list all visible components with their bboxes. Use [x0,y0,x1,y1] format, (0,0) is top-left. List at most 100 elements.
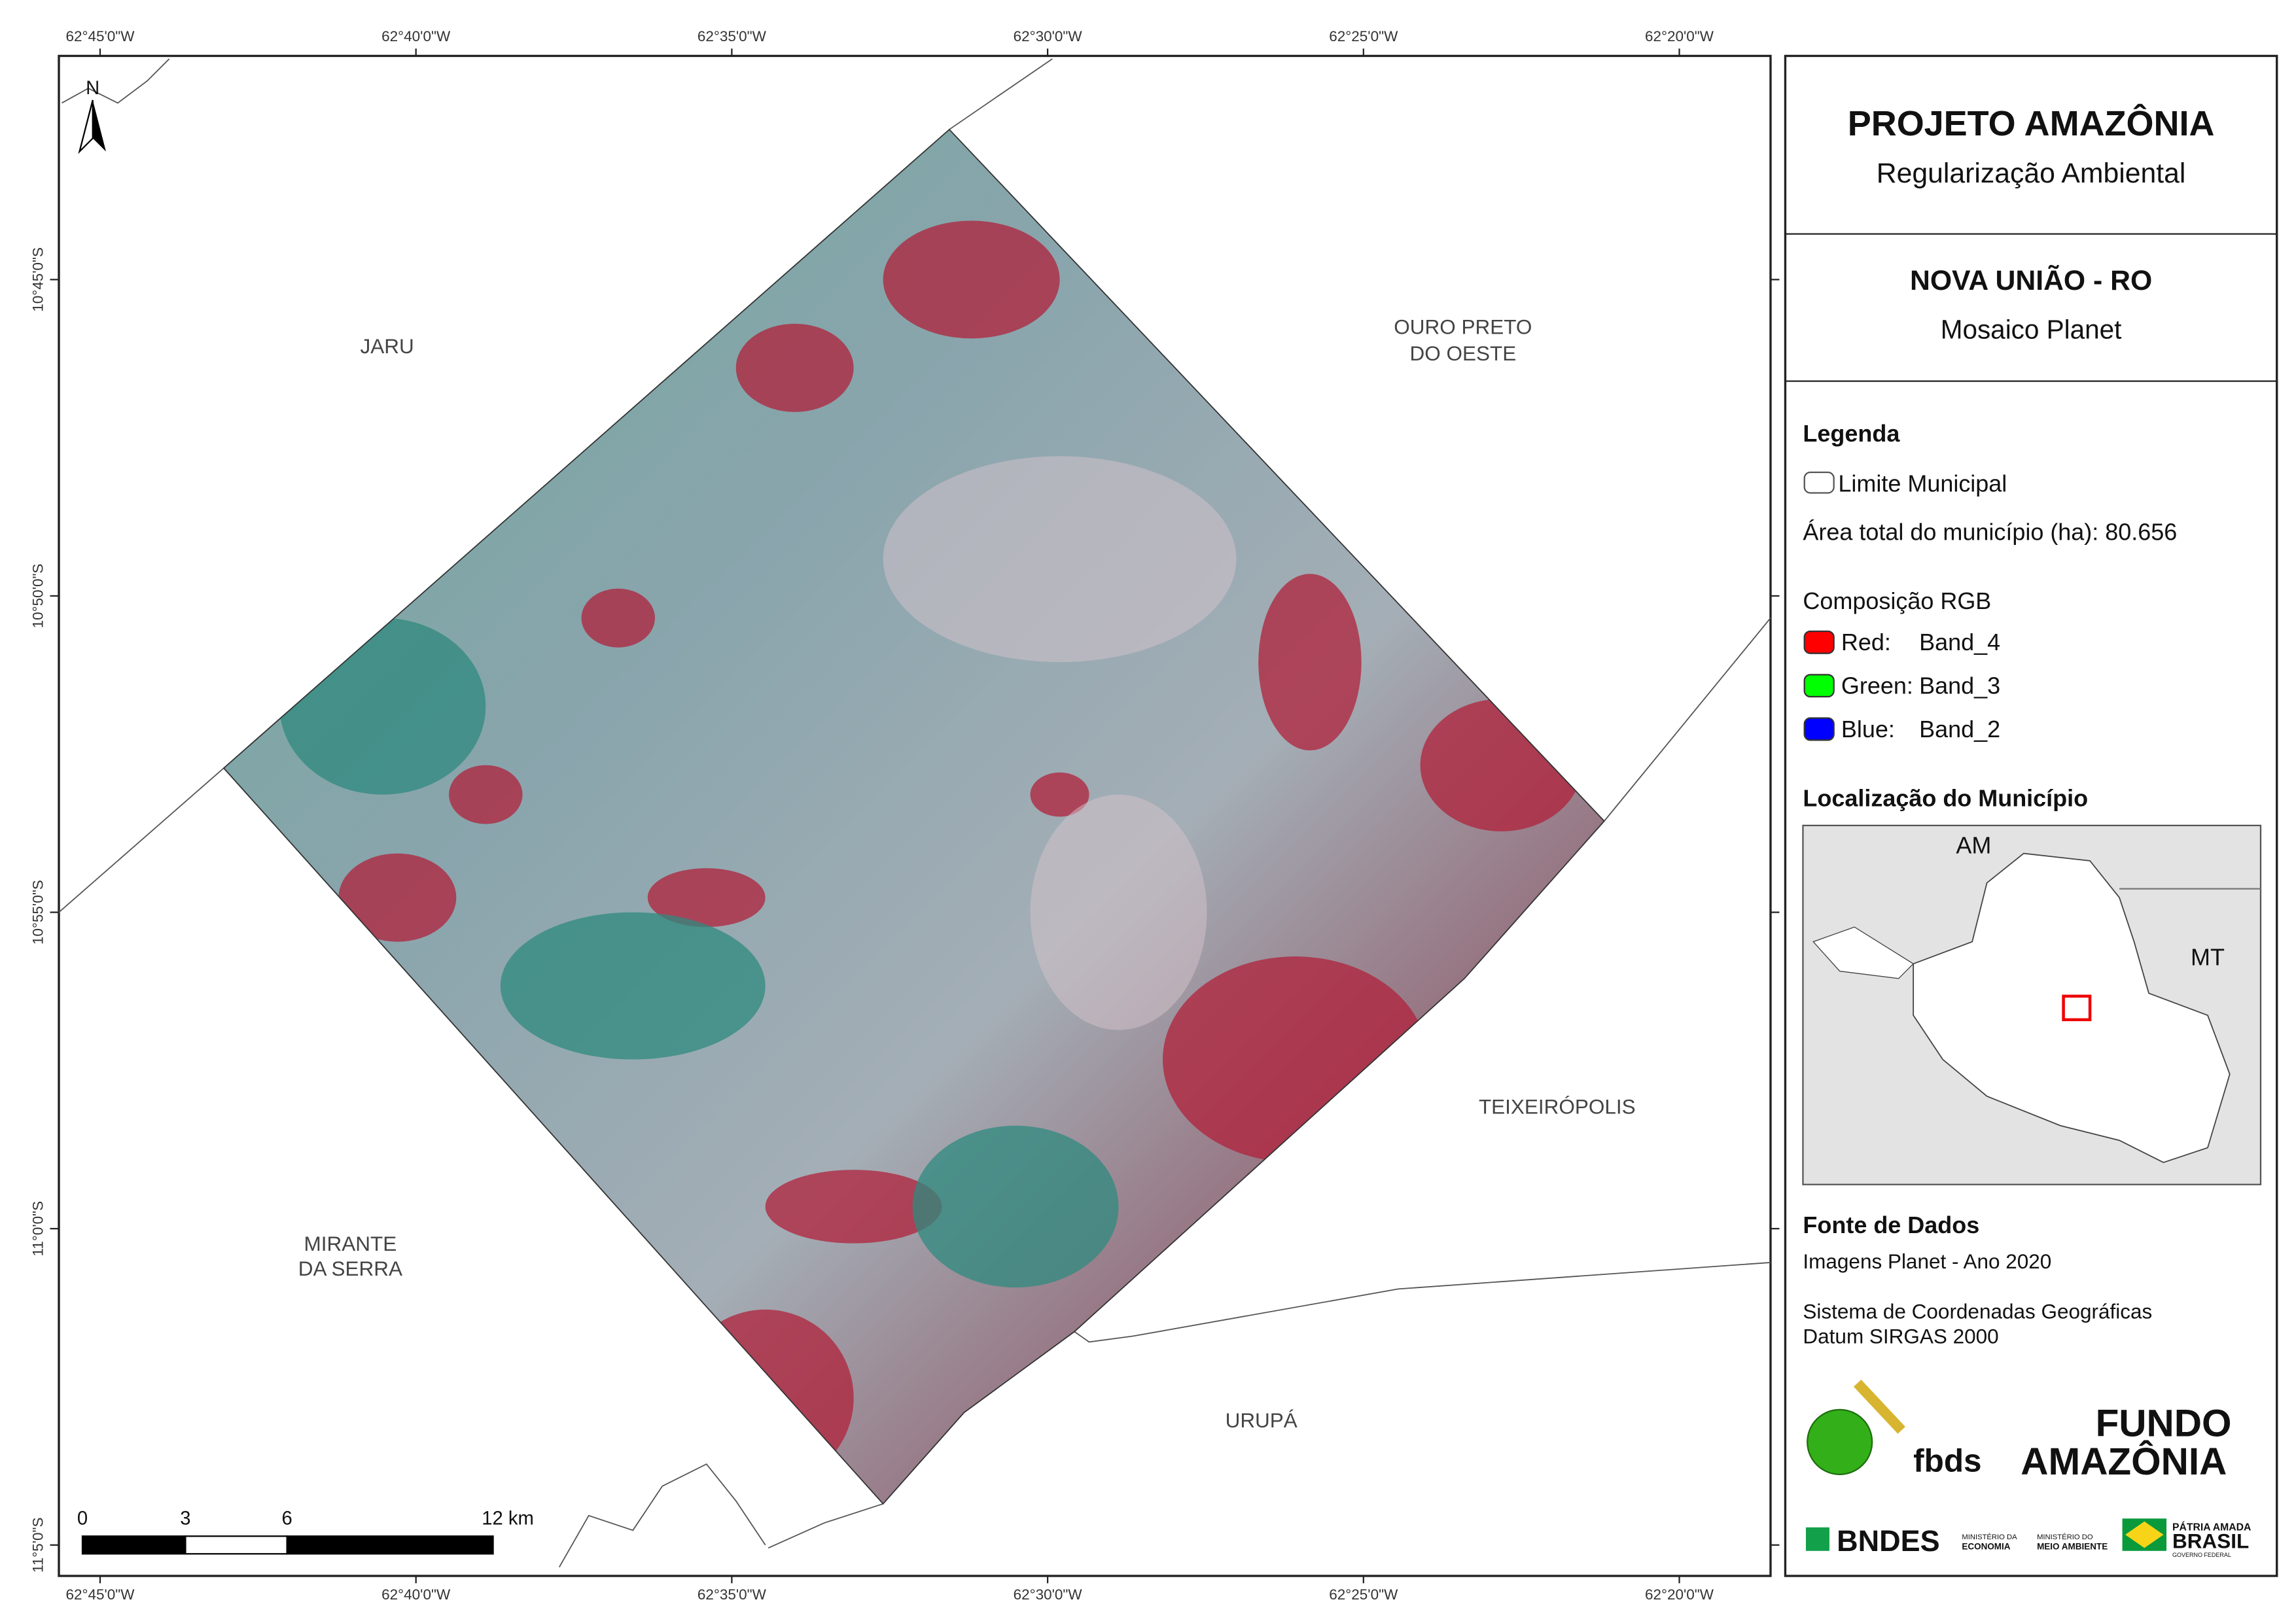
band-channel: Green: [1841,672,1913,699]
logo-text: MINISTÉRIO DO [2037,1533,2093,1541]
logo-text: ECONOMIA [1962,1542,2010,1552]
band-channel: Blue: [1841,716,1895,742]
shape [912,1125,1119,1288]
boundary [768,1503,883,1549]
side-panel [1784,54,2278,1577]
boundary [62,58,170,104]
scale-bar: 0 3 6 12 km [77,1508,534,1555]
coord-label: 10°45'0"S [29,247,46,312]
subtitle: Regularização Ambiental [1877,158,2186,189]
sources-text: Imagens Planet - Ano 2020 [1803,1249,2051,1273]
logos: fbds FUNDO AMAZÔNIA BNDES MINISTÉRIO DA … [1805,1379,2251,1558]
municipality-locator [2062,994,2092,1022]
sources-heading: Fonte de Dados [1803,1212,1979,1238]
place-label: DO OESTE [1410,341,1517,365]
north-label: N [86,78,99,99]
coord-label: 62°40'0"W [381,28,451,44]
scale-label: 3 [180,1508,190,1529]
band-name: Band_2 [1919,716,2000,742]
shape [765,1170,942,1244]
state-label: AM [1956,832,1991,859]
boundary-swatch [1803,471,1835,494]
place-label: OURO PRETO [1394,315,1532,339]
coord-label: 10°50'0"S [29,564,46,629]
location-inset: AM MT [1802,824,2262,1185]
shape [1030,772,1089,817]
sources-text: Datum SIRGAS 2000 [1803,1325,1998,1348]
band-swatch [1803,717,1835,741]
coordinate-ticks: 62°45'0"W 62°40'0"W 62°35'0"W 62°30'0"W 62°2… [29,28,1780,1603]
band-name: Band_4 [1919,629,2000,655]
coord-label: 62°30'0"W [1014,28,1083,44]
logo-text: MEIO AMBIENTE [2037,1542,2108,1552]
boundary [1074,1262,1771,1343]
image-base [223,129,1604,1504]
coord-label: 62°45'0"W [65,28,135,44]
place-label: TEIXEIRÓPOLIS [1479,1095,1636,1119]
area-label: Área total do município (ha): 80.656 [1803,519,2177,546]
shape [338,853,457,942]
logo-text: fbds [1913,1442,1981,1478]
title: PROJETO AMAZÔNIA [1848,103,2215,143]
logo-text: GOVERNO FEDERAL [2172,1552,2231,1558]
bndes-mark [1805,1527,1829,1551]
coord-label: 62°35'0"W [698,1586,767,1603]
image-texture [883,456,1237,1030]
coord-label: 10°55'0"S [29,880,46,945]
boundary [949,58,1053,130]
mosaic: Mosaico Planet [1941,314,2122,344]
state-shape [1913,852,2231,1163]
state-label: MT [2191,944,2225,971]
coord-label: 62°20'0"W [1645,1586,1714,1603]
shape [883,220,1060,339]
shape [735,323,854,412]
logo-text: BNDES [1837,1524,1939,1558]
shape [647,868,766,928]
boundary [1604,618,1771,822]
logo-text: FUNDO [2096,1402,2232,1444]
rgb-heading: Composição RGB [1803,587,1991,614]
scale-segment [286,1535,494,1555]
fbds-circle [1807,1408,1873,1475]
coord-label: 62°25'0"W [1329,1586,1398,1603]
scale-label: 0 [77,1508,88,1529]
band-channel: Red: [1841,629,1891,655]
boundary [58,767,224,913]
place-label: JARU [360,334,414,358]
legend-label: Limite Municipal [1838,470,2007,497]
north-arrow: N [78,78,106,154]
place-label: URUPÁ [1226,1408,1298,1432]
shape [1258,574,1362,751]
scale-label: 6 [282,1508,292,1529]
shape [500,912,766,1060]
coord-label: 62°40'0"W [381,1586,451,1603]
location-heading: Localização do Município [1803,785,2088,812]
arrow-right [92,99,106,152]
logo-text: BRASIL [2172,1529,2249,1552]
boundary [558,1463,766,1567]
coord-label: 62°25'0"W [1329,28,1398,44]
scale-segment [185,1535,288,1555]
band-swatch [1803,630,1835,654]
coord-label: 11°0'0"S [29,1201,46,1257]
shape [581,588,655,648]
band-swatch [1803,674,1835,698]
shape [449,765,523,824]
coord-label: 62°20'0"W [1645,28,1714,44]
logo-text: AMAZÔNIA [2021,1439,2227,1483]
coord-label: 62°30'0"W [1014,1586,1083,1603]
shape [1030,794,1207,1030]
sources-text: Sistema de Coordenadas Geográficas [1803,1299,2152,1323]
municipal-boundary [222,128,1606,1505]
flag-diamond [2125,1521,2164,1548]
band-name: Band_3 [1919,672,2000,699]
legend-heading: Legenda [1803,420,1900,447]
state-shape [1812,926,1915,979]
scale-label: 12 km [482,1508,534,1529]
place-label: DA SERRA [298,1257,402,1280]
scale-segment [81,1535,186,1555]
